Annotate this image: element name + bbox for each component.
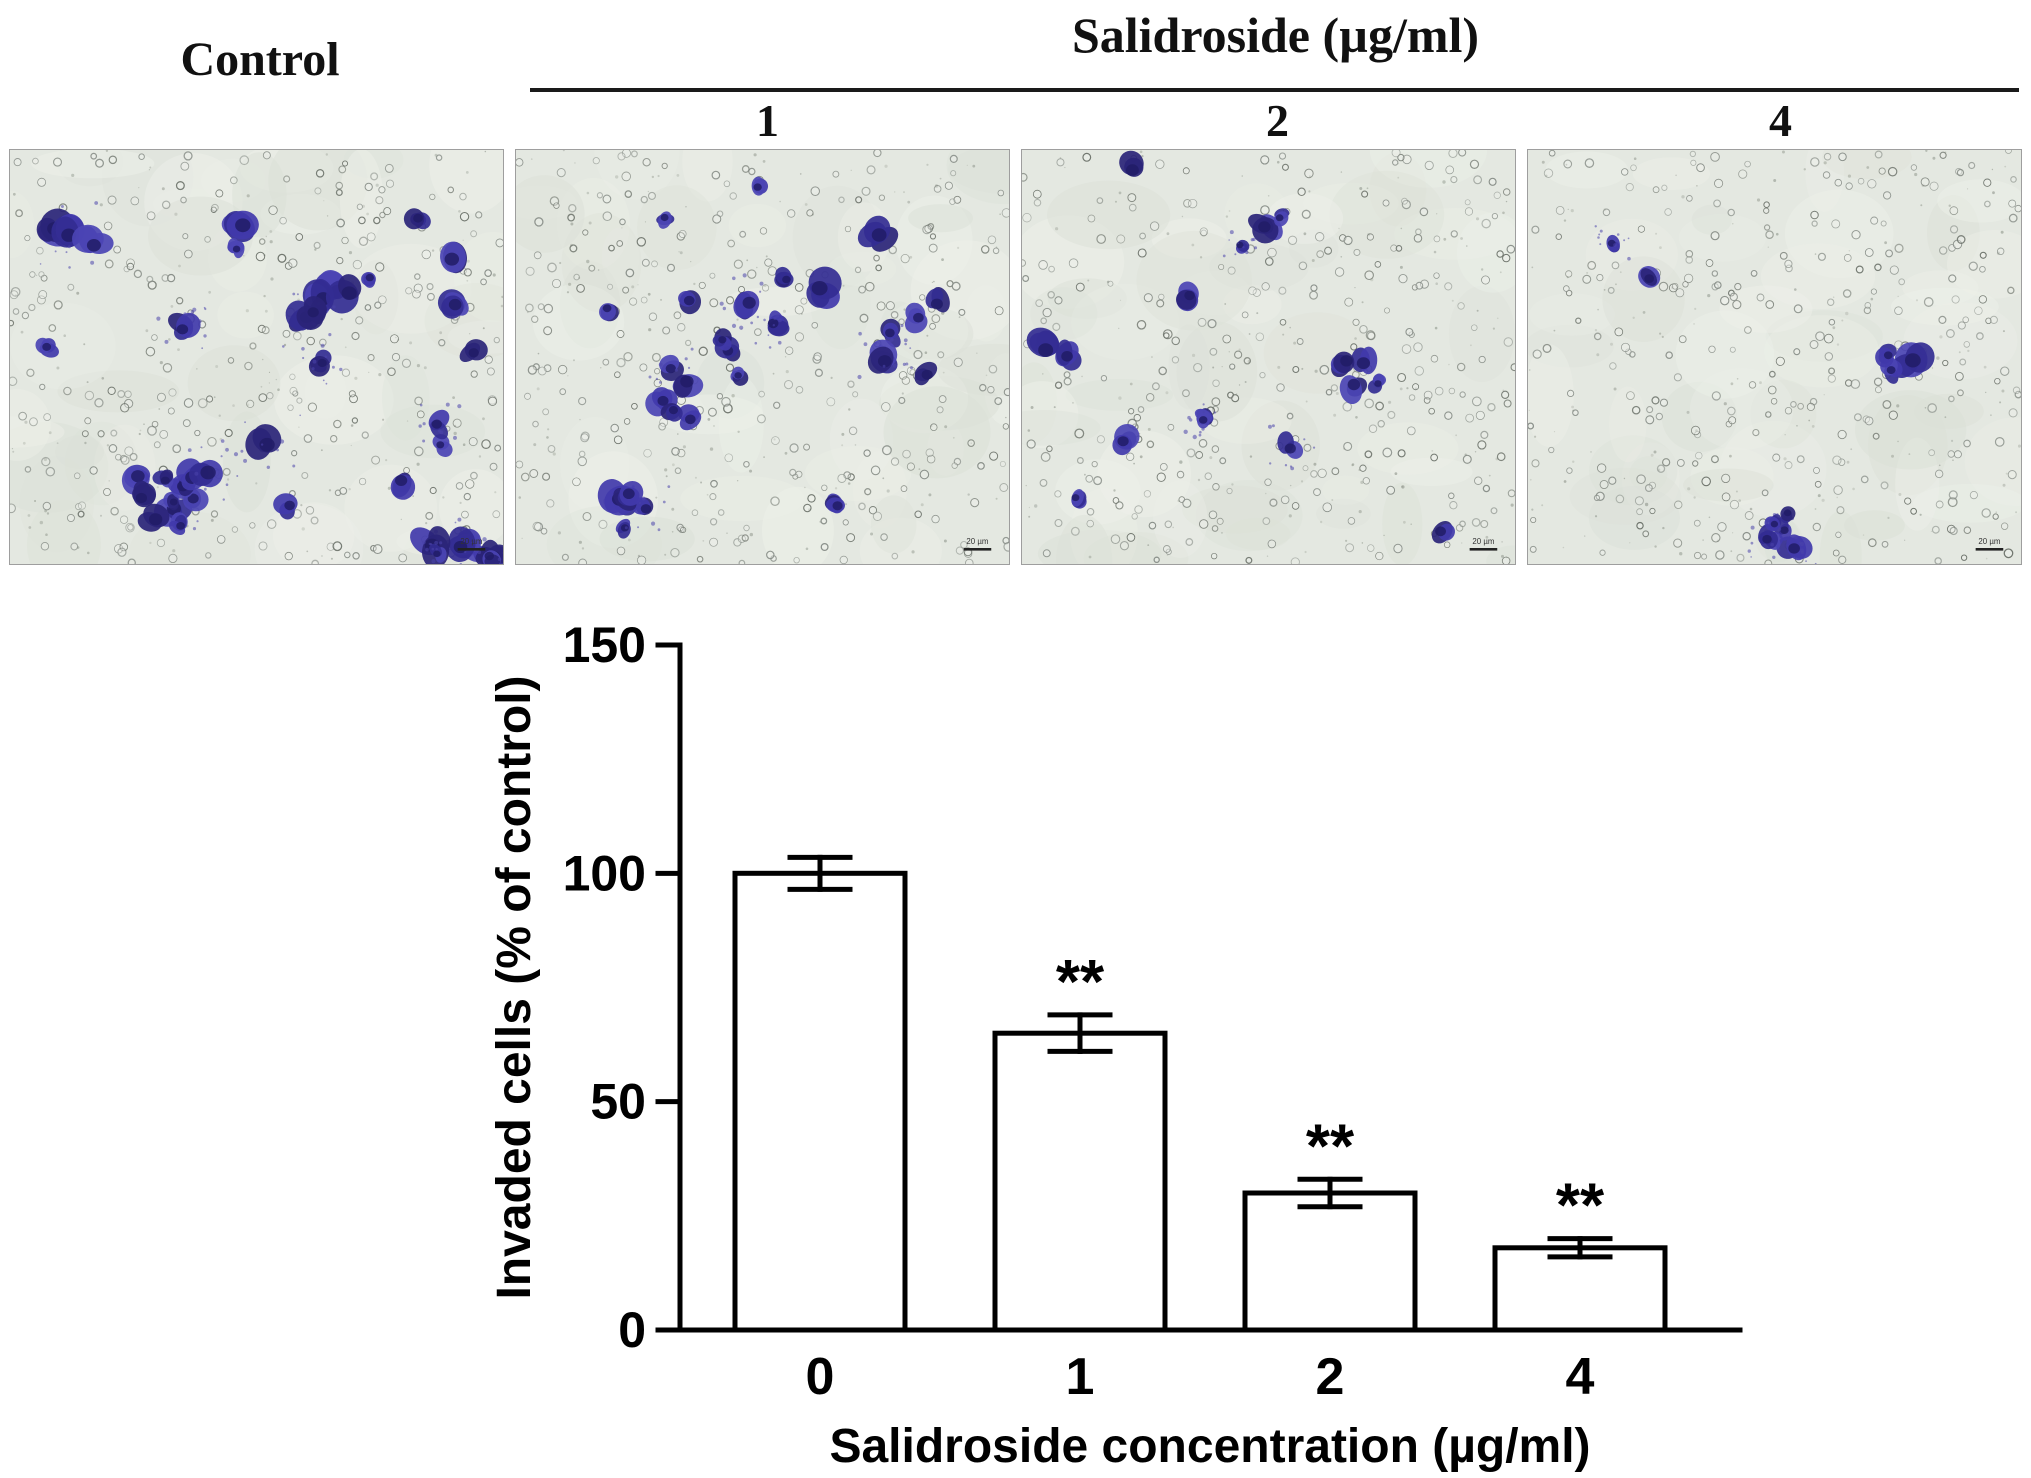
micrograph-row: 20 µm 20 µm 20 µm 20 µm [9,149,2022,565]
micrograph-salidroside-2: 20 µm [1021,149,1516,565]
svg-text:1: 1 [1066,1348,1095,1406]
svg-text:**: ** [1056,948,1105,1017]
salidroside-group-label: Salidroside (µg/ml) [1071,7,1480,63]
micrograph-salidroside-4: 20 µm [1527,149,2022,565]
svg-text:20 µm: 20 µm [1978,537,2000,546]
svg-text:0: 0 [618,1302,646,1358]
svg-text:20 µm: 20 µm [460,537,482,546]
micrograph-svg-control: 20 µm [10,150,503,564]
micrograph-svg-salidroside-1: 20 µm [516,150,1009,564]
control-label: Control [180,33,340,86]
bar-chart-svg: 0 50 100 150 0 ** 1 ** 2 ** 4 Salidroside concentra… [488,617,1743,1473]
svg-text:**: ** [1556,1172,1605,1241]
svg-text:Salidroside concentration (µg/: Salidroside concentration (µg/ml) [829,1420,1590,1473]
micrograph-control: 20 µm [9,149,504,565]
micrograph-svg-salidroside-2: 20 µm [1022,150,1515,564]
svg-text:50: 50 [590,1074,646,1130]
group-underline [530,88,2019,92]
invasion-bar-chart: 0 50 100 150 0 ** 1 ** 2 ** 4 Salidroside concentra… [430,600,1770,1478]
svg-text:150: 150 [563,617,646,673]
svg-text:Invaded cells (% of control): Invaded cells (% of control) [488,675,541,1299]
svg-text:**: ** [1306,1112,1355,1181]
micrograph-svg-salidroside-4: 20 µm [1528,150,2021,564]
svg-text:100: 100 [563,845,646,901]
micrograph-salidroside-1: 20 µm [515,149,1010,565]
svg-text:0: 0 [806,1348,835,1406]
dose-label-1: 1 [756,95,779,146]
svg-text:20 µm: 20 µm [1472,537,1494,546]
svg-text:2: 2 [1316,1348,1345,1406]
svg-text:20 µm: 20 µm [966,537,988,546]
dose-label-2: 2 [1266,95,1289,146]
dose-label-4: 4 [1769,95,1792,146]
svg-text:4: 4 [1566,1348,1595,1406]
